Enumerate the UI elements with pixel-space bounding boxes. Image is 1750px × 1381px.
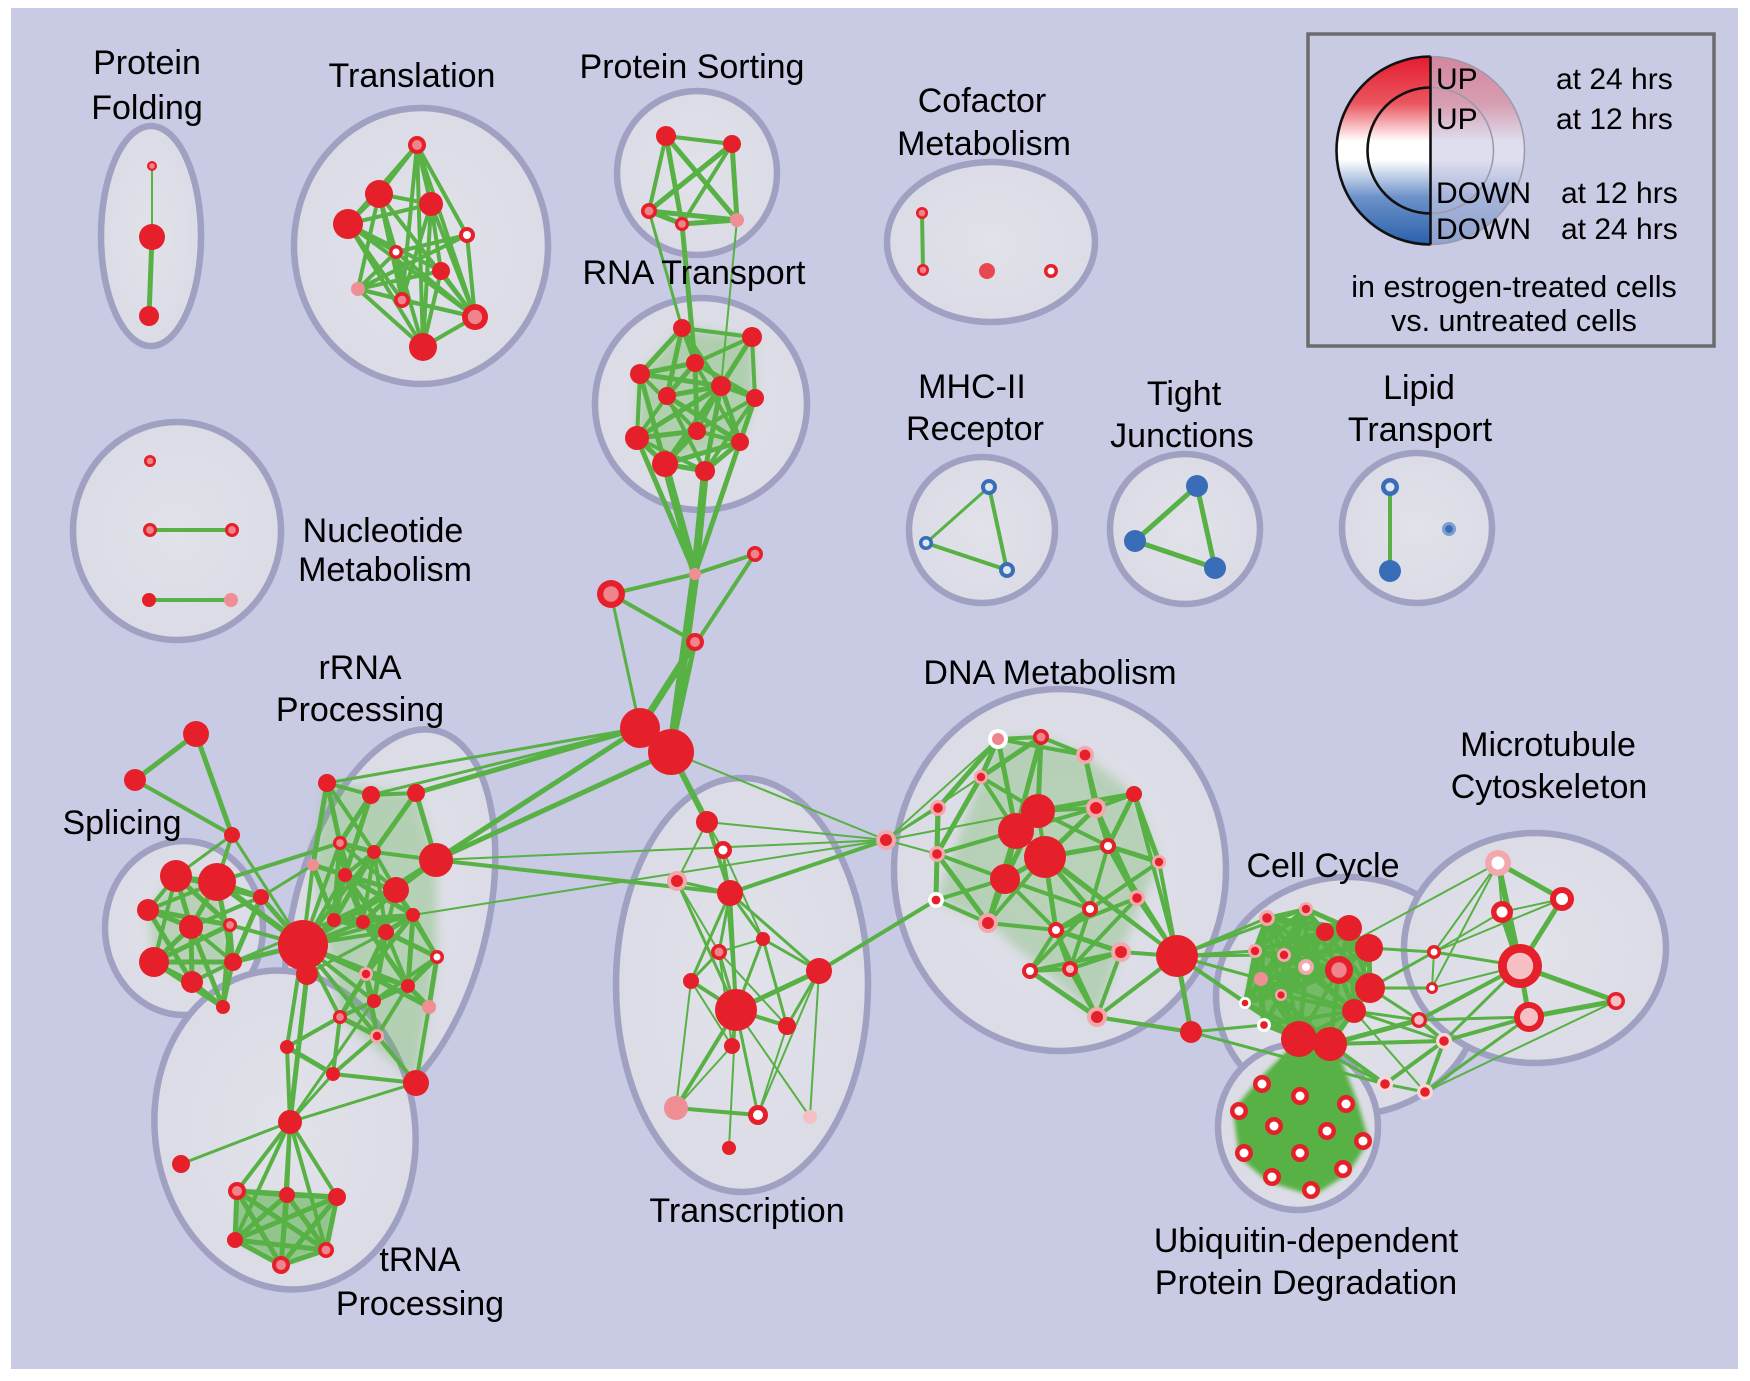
svg-text:vs. untreated cells: vs. untreated cells	[1391, 304, 1637, 338]
svg-text:UP: UP	[1436, 103, 1478, 136]
svg-text:Metabolism: Metabolism	[298, 551, 472, 589]
svg-text:DOWN: DOWN	[1436, 177, 1531, 210]
svg-text:Transport: Transport	[1348, 411, 1493, 449]
svg-text:Translation: Translation	[329, 57, 496, 95]
svg-text:Metabolism: Metabolism	[897, 125, 1071, 163]
svg-text:Ubiquitin-dependent: Ubiquitin-dependent	[1154, 1222, 1459, 1260]
svg-text:Protein Degradation: Protein Degradation	[1155, 1264, 1457, 1302]
svg-text:Receptor: Receptor	[906, 410, 1044, 448]
svg-text:RNA Transport: RNA Transport	[583, 254, 807, 292]
svg-text:Processing: Processing	[276, 691, 444, 729]
svg-text:Lipid: Lipid	[1383, 369, 1455, 407]
svg-text:Nucleotide: Nucleotide	[303, 512, 464, 550]
svg-text:in estrogen-treated cells: in estrogen-treated cells	[1351, 270, 1677, 304]
svg-text:Folding: Folding	[91, 89, 203, 127]
svg-text:rRNA: rRNA	[318, 649, 401, 687]
svg-text:MHC-II: MHC-II	[918, 368, 1026, 406]
svg-text:at 24 hrs: at 24 hrs	[1561, 213, 1678, 246]
svg-text:Splicing: Splicing	[62, 804, 181, 842]
svg-text:DOWN: DOWN	[1436, 213, 1531, 246]
svg-text:Tight: Tight	[1147, 375, 1222, 413]
svg-text:Processing: Processing	[336, 1285, 504, 1323]
svg-text:Cytoskeleton: Cytoskeleton	[1451, 768, 1648, 806]
svg-text:Protein Sorting: Protein Sorting	[580, 48, 805, 86]
svg-text:Protein: Protein	[93, 44, 201, 82]
svg-text:Junctions: Junctions	[1110, 417, 1254, 455]
svg-text:Transcription: Transcription	[649, 1192, 844, 1230]
svg-text:Microtubule: Microtubule	[1460, 726, 1636, 764]
svg-text:at 24 hrs: at 24 hrs	[1556, 63, 1673, 96]
svg-text:Cofactor: Cofactor	[918, 82, 1047, 120]
svg-text:DNA Metabolism: DNA Metabolism	[923, 654, 1176, 692]
svg-text:tRNA: tRNA	[379, 1241, 461, 1279]
svg-text:at 12 hrs: at 12 hrs	[1561, 177, 1678, 210]
svg-text:at 12 hrs: at 12 hrs	[1556, 103, 1673, 136]
svg-text:Cell Cycle: Cell Cycle	[1246, 847, 1399, 885]
svg-text:UP: UP	[1436, 63, 1478, 96]
